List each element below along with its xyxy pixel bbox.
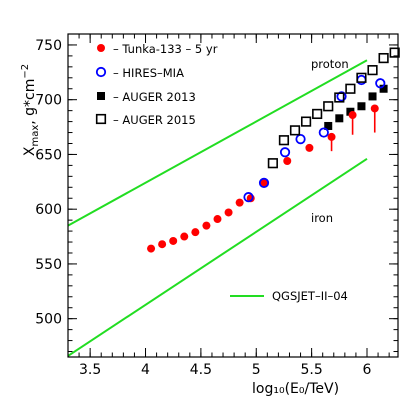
legend-entry-tunka: – Tunka-133 – 5 yr [113, 42, 218, 56]
data-point [300, 116, 312, 127]
legend-markers [95, 44, 107, 125]
data-point [336, 91, 347, 102]
data-point [180, 232, 189, 241]
legend-marker [95, 66, 107, 78]
data-point [389, 47, 400, 58]
legend-entry-auger2015: – AUGER 2015 [113, 113, 196, 127]
data-point [312, 108, 323, 120]
data-point [305, 143, 314, 152]
y-axis-title-sub: max [30, 125, 41, 147]
data-point [224, 208, 233, 217]
data-point [289, 125, 301, 136]
x-tick-label: 3.5 [79, 362, 101, 378]
data-point [348, 111, 357, 120]
data-point [345, 83, 356, 94]
axis-ticks [67, 33, 398, 357]
model-lines [68, 59, 368, 357]
data-point [335, 114, 344, 123]
data-point [318, 127, 329, 138]
data-point [375, 78, 386, 89]
data-point [323, 101, 334, 112]
y-axis-title-sup: −2 [20, 64, 31, 79]
data-point [278, 135, 290, 146]
data-point [324, 121, 333, 130]
data-point [378, 52, 389, 64]
data-point [235, 198, 244, 207]
legend-marker [95, 113, 107, 125]
x-tick-label: 5.5 [300, 362, 322, 378]
tick-labels: 3.5 4 4.5 5 5.5 6 500 550 600 650 700 750 [35, 38, 371, 378]
data-point [169, 236, 178, 245]
y-tick-label: 550 [35, 257, 62, 273]
data-point [260, 178, 269, 187]
data-points [147, 47, 400, 253]
y-tick-label: 500 [35, 312, 62, 328]
data-point [158, 240, 167, 249]
legend: – Tunka-133 – 5 yr – HIRES–MIA – AUGER 2… [95, 42, 348, 303]
y-tick-label: 650 [35, 147, 62, 163]
data-point [202, 221, 211, 230]
data-point [357, 102, 366, 111]
x-axis-title: log₁₀(E₀/TeV) [252, 381, 339, 397]
x-tick-label: 4.5 [190, 362, 212, 378]
data-point [356, 72, 367, 83]
x-tick-label: 6 [363, 362, 372, 378]
legend-entry-model: QGSJET–II–04 [272, 289, 348, 303]
legend-entry-auger2013: – AUGER 2013 [113, 90, 196, 104]
iron-label: iron [311, 211, 333, 225]
data-point [368, 92, 377, 101]
data-point [334, 92, 345, 103]
data-point [213, 215, 222, 224]
legend-entry-hires: – HIRES–MIA [113, 66, 184, 80]
data-point [327, 132, 336, 141]
data-point [283, 157, 292, 166]
data-point [243, 192, 254, 203]
y-axis-title-main: X [22, 146, 38, 156]
legend-marker [97, 92, 105, 100]
x-tick-label: 5 [252, 362, 261, 378]
data-point [279, 147, 291, 158]
model-line-proton [68, 59, 368, 227]
data-point [191, 228, 200, 237]
data-point [367, 65, 378, 76]
data-point [379, 84, 388, 93]
y-tick-label: 750 [35, 38, 62, 54]
data-point [295, 134, 306, 145]
data-point [267, 158, 278, 169]
x-tick-label: 4 [141, 362, 150, 378]
data-point [258, 177, 270, 189]
data-point [370, 104, 379, 113]
data-point [356, 74, 367, 86]
y-axis-title-tail: , g*cm [22, 79, 38, 125]
y-axis-title: Xmax, g*cm−2 [20, 64, 41, 156]
proton-label: proton [311, 57, 349, 71]
legend-marker [97, 44, 105, 52]
plot-frame [67, 33, 399, 358]
model-line-iron [68, 157, 368, 357]
data-point [147, 244, 156, 253]
y-tick-label: 600 [35, 202, 62, 218]
y-tick-label: 700 [35, 93, 62, 109]
